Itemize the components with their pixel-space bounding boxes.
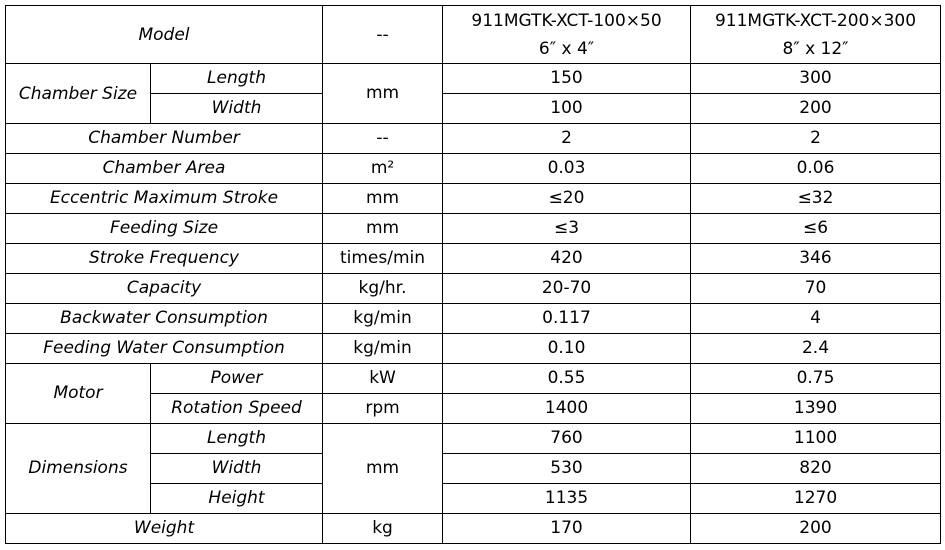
unit: mm	[322, 423, 444, 514]
model-name: 911MGTK-XCT-100×50	[471, 10, 662, 31]
value-b: 70	[690, 273, 942, 304]
value-b: 346	[690, 243, 942, 274]
unit: mm	[322, 213, 444, 244]
value-b: 0.75	[690, 363, 942, 394]
table-row: Chamber Area m² 0.03 0.06	[4, 153, 942, 184]
value-a: 0.03	[442, 153, 692, 184]
model-b: 911MGTK-XCT-200×300 8″ x 12″	[690, 5, 942, 64]
row-label: Feeding Size	[4, 213, 324, 244]
value-a: 1400	[442, 393, 692, 424]
sub-label: Height	[149, 483, 324, 514]
value-b: 1100	[690, 423, 942, 454]
model-size: 8″ x 12″	[782, 38, 849, 59]
table-row: Rotation Speed rpm 1400 1390	[6, 393, 942, 424]
row-label: Chamber Number	[4, 123, 324, 154]
unit: kg/min	[322, 303, 444, 334]
header-row: Model -- 911MGTK-XCT-100×50 6″ x 4″ 911MG…	[4, 5, 942, 64]
value-b: 2.4	[690, 333, 942, 364]
table-row: Feeding Size mm ≤3 ≤6	[4, 213, 942, 244]
group-label: Dimensions	[5, 423, 151, 514]
row-label: Stroke Frequency	[4, 243, 324, 274]
table-row: Width 530 820	[6, 453, 942, 484]
table-row: Feeding Water Consumption kg/min 0.10 2.4	[4, 333, 942, 364]
sub-label: Rotation Speed	[149, 393, 324, 424]
sub-label: Length	[149, 63, 324, 94]
unit: mm	[322, 63, 444, 124]
table-row: Chamber Number -- 2 2	[4, 123, 942, 154]
row-label: Capacity	[4, 273, 324, 304]
unit: kg/hr.	[322, 273, 444, 304]
value-a: 0.10	[442, 333, 692, 364]
unit: --	[322, 5, 444, 64]
table-row: Motor Power kW 0.55 0.75	[5, 363, 942, 424]
unit: rpm	[322, 393, 444, 424]
table-row: Dimensions Length mm 760 1100	[5, 423, 942, 514]
model-a: 911MGTK-XCT-100×50 6″ x 4″	[442, 5, 692, 64]
model-label: Model	[4, 5, 324, 64]
value-b: 4	[690, 303, 942, 334]
value-b: 0.06	[690, 153, 942, 184]
value-a: 760	[442, 423, 692, 454]
row-label: Weight	[4, 513, 324, 544]
row-label: Chamber Area	[4, 153, 324, 184]
value-b: ≤32	[690, 183, 942, 214]
value-a: ≤3	[442, 213, 692, 244]
value-a: ≤20	[442, 183, 692, 214]
value-a: 100	[442, 93, 692, 124]
group-label: Chamber Size	[5, 63, 151, 124]
table-row: Width 100 200	[6, 93, 942, 124]
model-size: 6″ x 4″	[538, 38, 595, 59]
value-a: 530	[442, 453, 692, 484]
group-label: Motor	[5, 363, 151, 424]
unit: m²	[322, 153, 444, 184]
table-row: Eccentric Maximum Stroke mm ≤20 ≤32	[4, 183, 942, 214]
value-a: 2	[442, 123, 692, 154]
table-row: Stroke Frequency times/min 420 346	[4, 243, 942, 274]
value-b: 2	[690, 123, 942, 154]
sub-label: Length	[149, 423, 324, 454]
value-a: 20-70	[442, 273, 692, 304]
value-a: 150	[442, 63, 692, 94]
value-b: 300	[690, 63, 942, 94]
sub-label: Width	[149, 453, 324, 484]
table-row: Backwater Consumption kg/min 0.117 4	[4, 303, 942, 334]
unit: kg	[322, 513, 444, 544]
value-b: 200	[690, 513, 942, 544]
value-b: ≤6	[690, 213, 942, 244]
value-b: 1390	[690, 393, 942, 424]
value-a: 1135	[442, 483, 692, 514]
table-row: Capacity kg/hr. 20-70 70	[4, 273, 942, 304]
row-label: Feeding Water Consumption	[4, 333, 324, 364]
row-label: Eccentric Maximum Stroke	[4, 183, 324, 214]
spec-table: Model -- 911MGTK-XCT-100×50 6″ x 4″ 911MG…	[4, 5, 942, 544]
table-row: Height 1135 1270	[6, 483, 942, 514]
value-b: 820	[690, 453, 942, 484]
unit: times/min	[322, 243, 444, 274]
row-label: Backwater Consumption	[4, 303, 324, 334]
unit: mm	[322, 183, 444, 214]
value-a: 0.55	[442, 363, 692, 394]
sub-label: Width	[149, 93, 324, 124]
unit: kg/min	[322, 333, 444, 364]
model-name: 911MGTK-XCT-200×300	[714, 10, 917, 31]
table-row: Weight kg 170 200	[4, 513, 942, 544]
value-a: 0.117	[442, 303, 692, 334]
table-row: Chamber Size Length mm 150 300	[5, 63, 942, 124]
unit: --	[322, 123, 444, 154]
unit: kW	[322, 363, 444, 394]
value-b: 1270	[690, 483, 942, 514]
sub-label: Power	[149, 363, 324, 394]
value-a: 170	[442, 513, 692, 544]
value-b: 200	[690, 93, 942, 124]
value-a: 420	[442, 243, 692, 274]
